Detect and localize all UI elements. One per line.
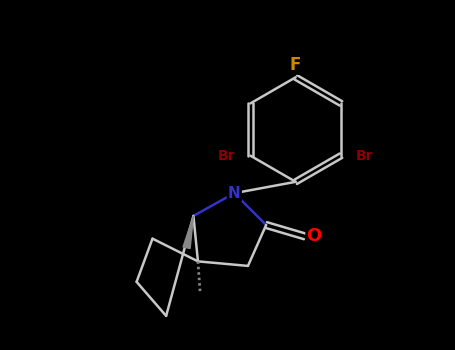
Text: Br: Br [356,149,374,163]
Text: N: N [228,186,241,201]
Text: F: F [290,56,301,74]
Polygon shape [183,216,193,248]
Text: Br: Br [218,149,236,163]
Text: O: O [306,228,322,245]
Text: O: O [308,229,320,244]
